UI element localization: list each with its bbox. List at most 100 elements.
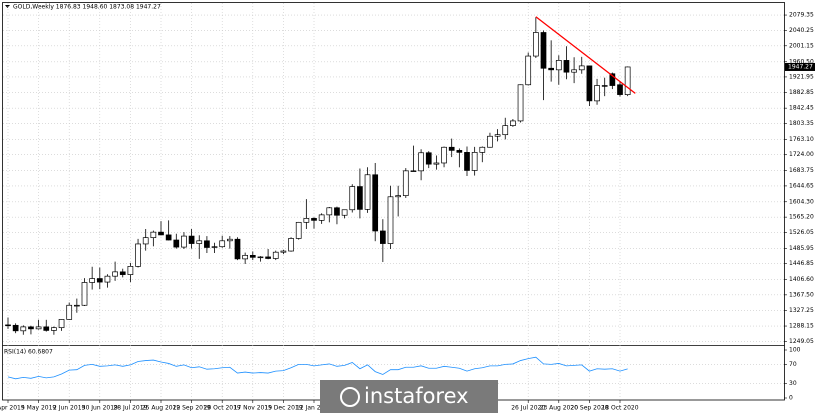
y-tick-label: 1683.75 bbox=[789, 167, 814, 174]
x-tick-label: 15 Dec 2019 bbox=[264, 405, 303, 412]
candle-body bbox=[571, 69, 577, 73]
trendline bbox=[535, 16, 636, 94]
candle-body bbox=[165, 234, 172, 241]
y-tick-label: 1803.35 bbox=[789, 120, 814, 127]
candle-body bbox=[372, 174, 379, 232]
candle-body bbox=[211, 246, 218, 248]
candle-body bbox=[51, 327, 57, 331]
candle-body bbox=[173, 239, 180, 248]
x-tick-label: 25 Aug 2019 bbox=[142, 405, 181, 412]
candle-body bbox=[487, 135, 493, 148]
watermark-text: instaforex bbox=[364, 384, 469, 408]
candle-body bbox=[12, 324, 19, 332]
candle-body bbox=[96, 278, 103, 283]
candle-body bbox=[265, 256, 271, 259]
y-tick-label: 2079.35 bbox=[789, 12, 814, 19]
candle-body bbox=[456, 150, 463, 153]
candle-body bbox=[142, 237, 149, 245]
candle-body bbox=[380, 230, 386, 244]
y-tick-label: 1565.20 bbox=[789, 214, 814, 221]
x-tick-label: 20 Oct 2019 bbox=[204, 405, 241, 412]
y-tick-label: 0 bbox=[789, 395, 793, 402]
candle-body bbox=[43, 326, 50, 331]
y-tick-label: 1921.95 bbox=[789, 73, 814, 80]
x-tick-label: 23 Aug 2020 bbox=[540, 405, 579, 412]
candle-body bbox=[280, 250, 287, 253]
candle-body bbox=[395, 195, 401, 198]
candle-body bbox=[349, 186, 356, 211]
candle-body bbox=[341, 209, 348, 216]
y-tick-label: 1842.45 bbox=[789, 105, 814, 112]
candle-body bbox=[532, 32, 539, 57]
candle-body bbox=[540, 32, 547, 69]
y-tick-label: 1960.50 bbox=[789, 58, 814, 65]
y-tick-label: 1367.50 bbox=[789, 291, 814, 298]
y-tick-label: 1406.60 bbox=[789, 276, 814, 283]
candle-body bbox=[119, 271, 126, 275]
y-tick-label: 30 bbox=[789, 380, 797, 387]
candle-body bbox=[502, 125, 509, 136]
candle-body bbox=[188, 235, 195, 244]
candle-body bbox=[242, 254, 248, 260]
candle-body bbox=[311, 218, 317, 221]
candle-body bbox=[295, 221, 302, 239]
candle-body bbox=[433, 162, 440, 165]
candle-body bbox=[464, 152, 470, 171]
candle-body bbox=[181, 235, 187, 248]
y-tick-label: 1327.25 bbox=[789, 307, 814, 314]
x-tick-label: 5 May 2019 bbox=[21, 405, 56, 412]
candle-body bbox=[471, 152, 478, 171]
candle-body bbox=[326, 207, 333, 216]
x-tick-label: 22 Sep 2019 bbox=[173, 405, 211, 412]
y-tick-label: 1763.10 bbox=[789, 136, 814, 143]
candle-body bbox=[104, 275, 111, 283]
candle-body bbox=[318, 214, 325, 221]
candle-body bbox=[510, 120, 516, 126]
candle-body bbox=[73, 304, 80, 307]
x-tick-label: 12 Jan 2020 bbox=[296, 405, 332, 412]
y-tick-label: 1724.00 bbox=[789, 151, 814, 158]
candle-body bbox=[20, 326, 27, 332]
y-tick-label: 1604.30 bbox=[789, 198, 814, 205]
candle-body bbox=[517, 84, 524, 122]
candle-body bbox=[425, 152, 432, 165]
candle-body bbox=[494, 134, 501, 137]
title-arrow bbox=[5, 5, 10, 8]
x-tick-label: 18 Oct 2020 bbox=[601, 405, 638, 412]
candle-body bbox=[196, 240, 203, 244]
x-tick-label: 7 Apr 2019 bbox=[0, 405, 25, 412]
candle-body bbox=[150, 231, 157, 239]
y-tick-label: 1526.05 bbox=[789, 229, 814, 236]
candle-body bbox=[594, 85, 600, 102]
y-tick-label: 2001.15 bbox=[789, 42, 814, 49]
candle-body bbox=[617, 84, 623, 95]
candle-body bbox=[5, 324, 11, 327]
candle-body bbox=[257, 256, 264, 259]
candle-body bbox=[249, 254, 256, 258]
y-tick-label: 1249.05 bbox=[789, 338, 814, 345]
candle-body bbox=[387, 196, 394, 244]
chart-title: GOLD,Weekly 1876.83 1948.60 1873.08 1947… bbox=[13, 4, 161, 11]
candle-body bbox=[288, 238, 294, 252]
candle-body bbox=[135, 243, 141, 267]
rsi-line bbox=[7, 356, 628, 380]
candle-body bbox=[58, 319, 65, 329]
candle-body bbox=[555, 60, 562, 71]
x-tick-label: 26 Jul 2020 bbox=[511, 405, 545, 412]
watermark-banner bbox=[320, 380, 498, 413]
rsi-title: RSI(14) bbox=[4, 349, 26, 356]
candle-body bbox=[479, 146, 486, 153]
candle-body bbox=[158, 231, 164, 236]
candle-body bbox=[227, 238, 233, 242]
x-tick-label: 28 Jul 2019 bbox=[113, 405, 147, 412]
y-tick-label: 1446.85 bbox=[789, 260, 814, 267]
price-tag-label: 1947.27 bbox=[788, 63, 813, 70]
x-tick-label: 20 Sep 2020 bbox=[570, 405, 608, 412]
watermark-logo bbox=[340, 387, 360, 407]
candle-body bbox=[272, 251, 279, 259]
y-tick-label: 1882.85 bbox=[789, 89, 814, 96]
y-tick-label: 100 bbox=[789, 347, 801, 354]
candle-body bbox=[357, 186, 363, 210]
